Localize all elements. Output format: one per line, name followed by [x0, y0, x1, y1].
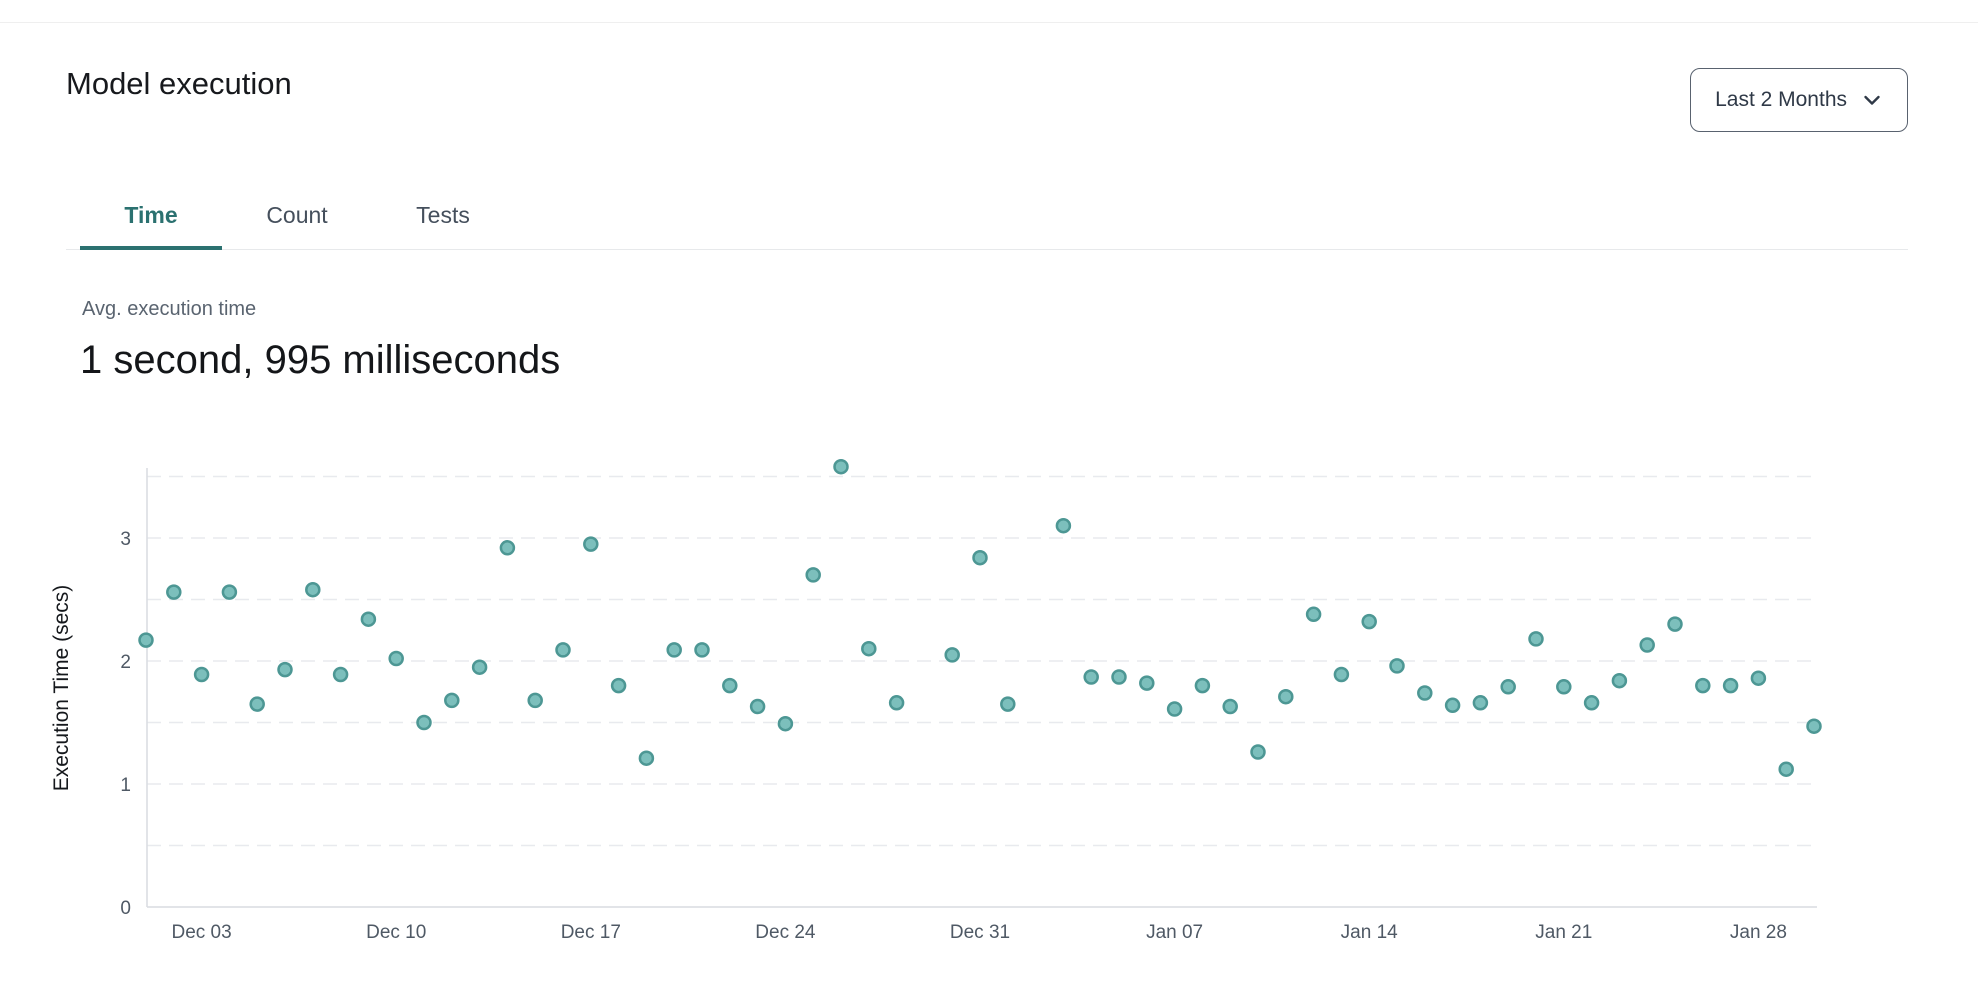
top-divider	[0, 22, 1978, 23]
data-point	[305, 581, 321, 598]
data-point	[499, 540, 516, 556]
data-point	[471, 659, 488, 675]
y-tick-label: 2	[120, 652, 131, 673]
date-range-label: Last 2 Months	[1715, 88, 1847, 111]
data-point	[833, 458, 849, 475]
data-point	[1278, 688, 1294, 705]
data-point	[861, 640, 877, 657]
data-point	[277, 661, 293, 678]
x-tick-label: Dec 24	[755, 922, 816, 943]
data-point	[193, 666, 210, 683]
execution-time-chart: 0 1 2 3 Dec 03 Dec 10 Dec 17 Dec 24 Dec 31 Jan 07…	[0, 430, 1978, 970]
data-point	[360, 611, 377, 627]
data-point	[1111, 669, 1127, 685]
data-point	[1722, 677, 1739, 694]
page-title: Model execution	[66, 66, 292, 101]
data-point	[1250, 744, 1266, 760]
data-point	[332, 666, 349, 683]
data-point	[1444, 697, 1461, 714]
data-point	[805, 567, 821, 583]
data-point	[444, 692, 460, 709]
data-point	[638, 750, 655, 766]
data-point	[166, 584, 182, 600]
data-point	[1556, 679, 1572, 695]
data-point	[1750, 670, 1767, 686]
data-point	[972, 549, 988, 566]
data-point	[138, 632, 154, 648]
data-point	[749, 698, 766, 715]
data-point	[888, 695, 905, 711]
data-point	[722, 677, 738, 694]
data-point	[1389, 658, 1405, 674]
data-point	[1611, 672, 1628, 689]
data-point	[1695, 677, 1711, 694]
data-point	[1417, 685, 1433, 701]
y-tick-label: 0	[120, 898, 131, 919]
data-point	[1583, 695, 1600, 711]
data-point	[1472, 695, 1489, 711]
data-point	[1500, 679, 1516, 695]
x-tick-label: Jan 07	[1146, 922, 1203, 943]
y-tick-label: 1	[120, 775, 131, 796]
data-point	[666, 642, 682, 658]
data-point	[1139, 675, 1155, 691]
tab-tests[interactable]: Tests	[372, 190, 514, 250]
scatter-plot: 0 1 2 3 Dec 03 Dec 10 Dec 17 Dec 24 Dec 31 Jan 07…	[50, 458, 1822, 943]
x-tick-label: Jan 14	[1341, 922, 1398, 943]
tab-count[interactable]: Count	[226, 190, 368, 250]
data-point	[777, 715, 794, 732]
data-point	[1639, 637, 1655, 653]
data-point	[1667, 616, 1683, 632]
tab-bar: Time Count Tests	[66, 190, 1908, 250]
data-point	[1528, 631, 1544, 647]
data-point	[1361, 613, 1377, 630]
x-tick-label: Dec 17	[561, 922, 621, 943]
metric-value: 1 second, 995 milliseconds	[80, 338, 561, 382]
data-point	[944, 647, 960, 663]
tab-time[interactable]: Time	[80, 190, 222, 250]
data-point	[1000, 696, 1016, 712]
data-point	[1194, 677, 1211, 694]
date-range-selector[interactable]: Last 2 Months	[1690, 68, 1908, 132]
x-tick-label: Dec 31	[950, 922, 1010, 943]
data-point	[610, 677, 627, 694]
data-point	[416, 714, 432, 731]
x-tick-label: Dec 03	[171, 922, 231, 943]
data-point	[1806, 718, 1822, 734]
data-point	[221, 584, 238, 600]
data-point	[1055, 517, 1072, 534]
metric-label: Avg. execution time	[82, 298, 257, 320]
data-point	[583, 536, 599, 552]
chevron-down-icon	[1861, 89, 1883, 111]
x-tick-label: Jan 28	[1730, 922, 1787, 943]
data-point	[1166, 701, 1183, 717]
y-axis-title: Execution Time (secs)	[50, 585, 73, 792]
y-tick-label: 3	[120, 529, 131, 550]
x-tick-label: Dec 10	[366, 922, 426, 943]
data-point	[527, 692, 543, 709]
data-point	[694, 642, 710, 658]
data-point	[1305, 606, 1322, 623]
data-point	[555, 642, 571, 658]
data-point	[1222, 698, 1238, 715]
data-point	[249, 696, 265, 712]
data-point	[1333, 666, 1350, 683]
x-tick-label: Jan 21	[1535, 922, 1592, 943]
data-point	[388, 650, 404, 667]
data-point	[1778, 761, 1794, 777]
data-point	[1083, 669, 1099, 685]
